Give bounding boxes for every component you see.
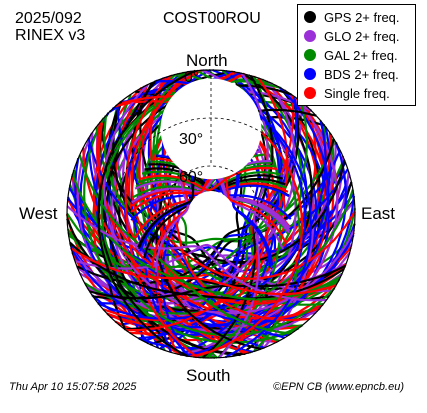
elevation-ring-label: 0° xyxy=(184,69,199,86)
legend-label: GAL 2+ freq. xyxy=(324,47,398,63)
west-label: West xyxy=(19,204,58,223)
elevation-ring-label: 60° xyxy=(179,169,203,186)
elevation-ring-label: 30° xyxy=(179,131,203,148)
satellite-track xyxy=(79,112,347,335)
satellite-track xyxy=(78,154,292,335)
credit-label: ©EPN CB (www.epncb.eu) xyxy=(273,381,404,393)
satellite-track xyxy=(70,247,337,296)
south-label: South xyxy=(186,366,231,385)
elevation-ring xyxy=(162,165,260,263)
legend-swatch xyxy=(304,68,316,80)
satellite-track xyxy=(76,89,339,333)
legend-label: Single freq. xyxy=(324,85,390,101)
satellite-track xyxy=(66,205,327,302)
legend-item-gps: GPS 2+ freq. xyxy=(304,8,400,26)
legend-swatch xyxy=(304,87,316,99)
north-hole xyxy=(160,78,262,180)
legend-label: GLO 2+ freq. xyxy=(324,28,400,44)
east-label: East xyxy=(361,204,396,223)
date-label: 2025/092 xyxy=(15,10,82,27)
legend-label: BDS 2+ freq. xyxy=(324,66,399,82)
north-label: North xyxy=(186,51,228,70)
satellite-track xyxy=(97,120,327,320)
rinex-version-label: RINEX v3 xyxy=(15,27,86,44)
station-title: COST00ROU xyxy=(163,10,261,27)
legend-label: GPS 2+ freq. xyxy=(324,9,400,25)
legend-swatch xyxy=(304,11,316,23)
satellite-track xyxy=(160,71,189,357)
legend-item-single: Single freq. xyxy=(304,84,390,102)
satellite-track xyxy=(154,136,190,273)
satellite-track xyxy=(92,138,335,301)
satellite-track xyxy=(87,137,286,339)
satellite-track xyxy=(97,69,196,358)
satellite-track xyxy=(138,166,278,192)
satellite-track xyxy=(111,101,346,264)
legend-item-gal: GAL 2+ freq. xyxy=(304,46,398,64)
legend-item-glo: GLO 2+ freq. xyxy=(304,27,400,45)
legend-swatch xyxy=(304,30,316,42)
legend-item-bds: BDS 2+ freq. xyxy=(304,65,399,83)
satellite-track xyxy=(124,75,199,359)
legend: GPS 2+ freq. GLO 2+ freq. GAL 2+ freq. B… xyxy=(297,4,416,106)
timestamp-label: Thu Apr 10 15:07:58 2025 xyxy=(9,381,137,393)
satellite-track xyxy=(138,70,356,280)
satellite-track xyxy=(130,69,346,305)
legend-swatch xyxy=(304,49,316,61)
